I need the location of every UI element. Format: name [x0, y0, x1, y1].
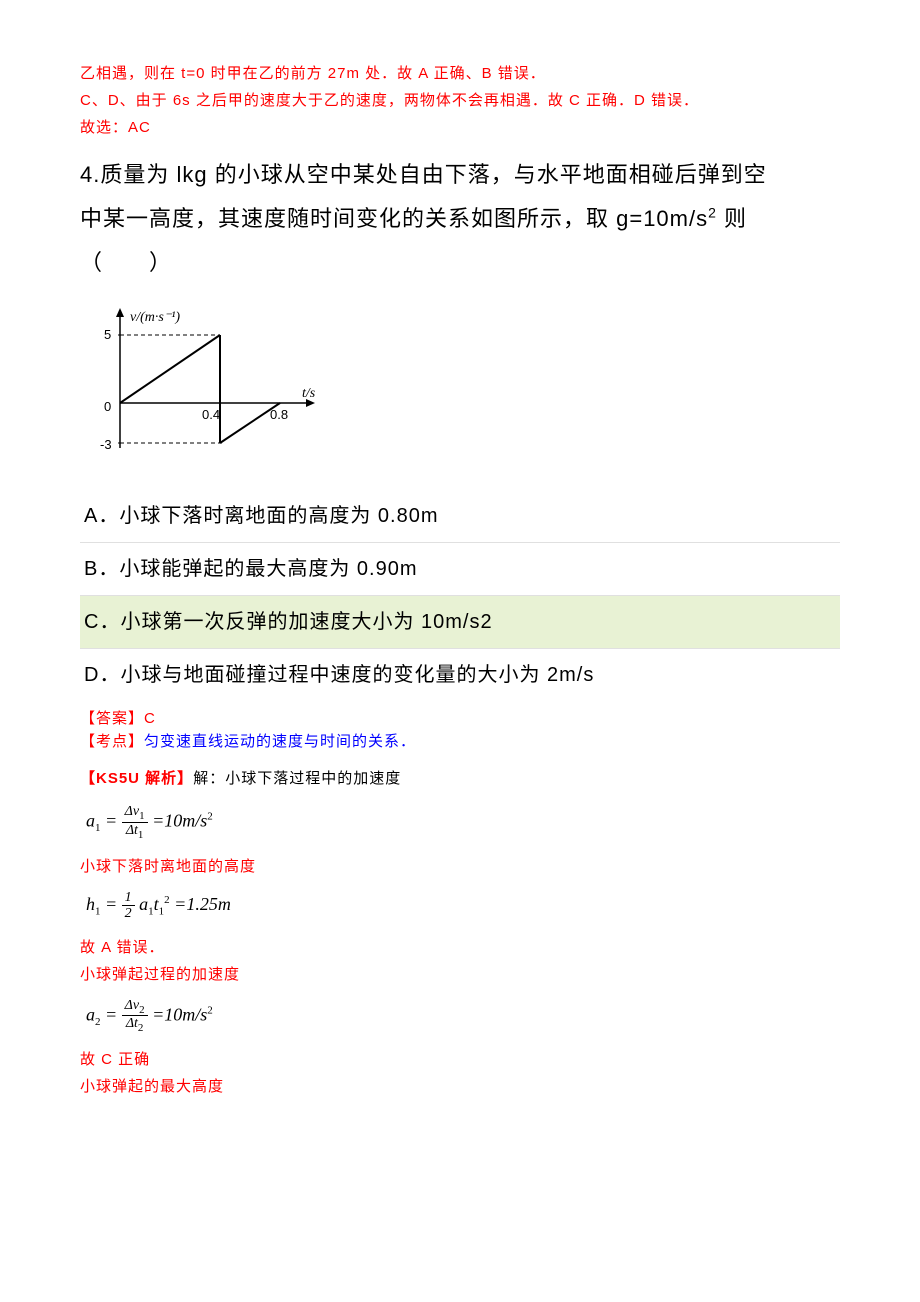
y-tick-neg3: -3	[100, 437, 112, 452]
f1-lhs: a	[86, 811, 95, 831]
f2-rhs: =1.25m	[174, 894, 231, 914]
x-tick-08: 0.8	[270, 407, 288, 422]
f1-eq: =	[105, 811, 117, 831]
f1-num: Δv	[125, 804, 139, 819]
f1-lhs-sub: 1	[95, 822, 101, 834]
question-number: 4.	[80, 162, 100, 187]
f2-lhs-sub: 1	[95, 905, 101, 917]
option-d-text: D．小球与地面碰撞过程中速度的变化量的大小为 2m/s	[84, 664, 594, 686]
velocity-time-graph: v/(m·s⁻¹) t/s 5 0 -3 0.4 0.8	[80, 303, 840, 468]
f3-lhs-sub: 2	[95, 1016, 101, 1028]
option-a[interactable]: A．小球下落时离地面的高度为 0.80m	[80, 490, 840, 543]
answer-label: 【答案】	[80, 710, 144, 727]
f3-den-sub: 2	[138, 1022, 144, 1034]
f3-rhs: =10m/s	[152, 1004, 207, 1024]
solution-line-3: 小球弹起过程的加速度	[80, 961, 840, 988]
analysis-line: 【KS5U 解析】解：小球下落过程中的加速度	[80, 767, 840, 788]
f3-lhs: a	[86, 1004, 95, 1024]
f3-num: Δv	[125, 998, 139, 1013]
answer-block: 【答案】C 【考点】匀变速直线运动的速度与时间的关系．	[80, 707, 840, 755]
solution-line-1: 小球下落时离地面的高度	[80, 853, 840, 880]
kaodian-label: 【考点】	[80, 733, 144, 750]
f1-den: Δt	[126, 823, 138, 838]
option-d[interactable]: D．小球与地面碰撞过程中速度的变化量的大小为 2m/s	[80, 649, 840, 701]
f1-num-sub: 1	[139, 810, 145, 822]
formula-1: a1 = Δv1 Δt1 =10m/s2	[86, 804, 840, 841]
f2-t-sup: 2	[164, 894, 170, 906]
intro-line-1: 乙相遇，则在 t=0 时甲在乙的前方 27m 处．故 A 正确、B 错误．	[80, 65, 546, 82]
option-c-text: C．小球第一次反弹的加速度大小为 10m/s2	[84, 611, 493, 633]
intro-paragraph: 乙相遇，则在 t=0 时甲在乙的前方 27m 处．故 A 正确、B 错误． C、…	[80, 60, 840, 141]
solution-line-2: 故 A 错误．	[80, 934, 840, 961]
x-tick-04: 0.4	[202, 407, 220, 422]
question-stem-1: 质量为 lkg 的小球从空中某处自由下落，与水平地面相碰后弹到空	[100, 162, 766, 187]
f2-den: 2	[122, 906, 135, 921]
f2-a: a	[139, 894, 148, 914]
question-stem: 4.质量为 lkg 的小球从空中某处自由下落，与水平地面相碰后弹到空 中某一高度…	[80, 153, 840, 285]
graph-svg: v/(m·s⁻¹) t/s 5 0 -3 0.4 0.8	[80, 303, 340, 463]
f3-eq: =	[105, 1004, 117, 1024]
f1-den-sub: 1	[138, 829, 144, 841]
y-tick-0: 0	[104, 399, 111, 414]
intro-line-3: 故选：AC	[80, 119, 151, 136]
solution-line-4: 故 C 正确	[80, 1046, 840, 1073]
f2-t-sub: 1	[159, 905, 165, 917]
question-paren: （ ）	[80, 250, 172, 275]
option-b[interactable]: B．小球能弹起的最大高度为 0.90m	[80, 543, 840, 596]
question-stem-2: 中某一高度，其速度随时间变化的关系如图所示，取 g=10m/s	[80, 206, 708, 231]
f2-num: 1	[122, 890, 135, 906]
formula-3: a2 = Δv2 Δt2 =10m/s2	[86, 998, 840, 1035]
x-axis-label: t/s	[302, 386, 316, 401]
intro-line-2: C、D、由于 6s 之后甲的速度大于乙的速度，两物体不会再相遇．故 C 正确．D…	[80, 92, 699, 109]
f2-lhs: h	[86, 894, 95, 914]
f1-rhs-sup: 2	[207, 811, 213, 823]
f2-eq: =	[105, 894, 117, 914]
y-axis-label: v/(m·s⁻¹)	[130, 310, 180, 325]
options-list: A．小球下落时离地面的高度为 0.80m B．小球能弹起的最大高度为 0.90m…	[80, 490, 840, 701]
question-sup: 2	[708, 205, 717, 221]
kaodian-value: 匀变速直线运动的速度与时间的关系．	[144, 733, 416, 750]
solution-line-5: 小球弹起的最大高度	[80, 1073, 840, 1100]
formula-2: h1 = 1 2 a1t12 =1.25m	[86, 890, 840, 922]
jiexi-label: 【KS5U 解析】	[80, 770, 193, 787]
f1-rhs: =10m/s	[152, 811, 207, 831]
answer-value: C	[144, 710, 156, 727]
f3-den: Δt	[126, 1016, 138, 1031]
option-c[interactable]: C．小球第一次反弹的加速度大小为 10m/s2	[80, 596, 840, 649]
option-b-text: B．小球能弹起的最大高度为 0.90m	[84, 558, 417, 580]
jiexi-value: 解：小球下落过程中的加速度	[193, 770, 401, 787]
y-tick-5: 5	[104, 327, 111, 342]
question-stem-2-tail: 则	[717, 206, 747, 231]
f3-rhs-sup: 2	[207, 1004, 213, 1016]
f3-num-sub: 2	[139, 1003, 145, 1015]
option-a-text: A．小球下落时离地面的高度为 0.80m	[84, 505, 438, 527]
